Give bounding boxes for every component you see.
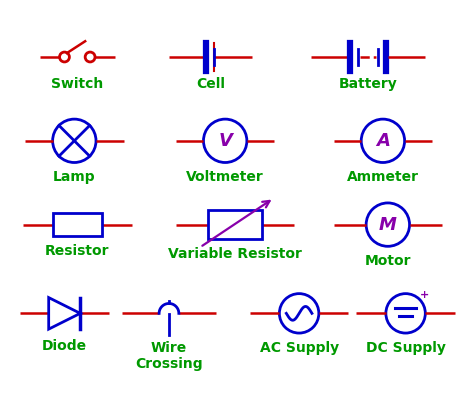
Text: M: M xyxy=(379,216,397,233)
Text: V: V xyxy=(218,132,232,150)
Text: DC Supply: DC Supply xyxy=(365,341,446,355)
Text: Motor: Motor xyxy=(365,254,411,268)
Text: +: + xyxy=(419,290,429,300)
Text: Lamp: Lamp xyxy=(53,170,96,184)
Text: Battery: Battery xyxy=(339,77,398,91)
Text: Switch: Switch xyxy=(51,77,103,91)
Polygon shape xyxy=(49,297,80,329)
Bar xyxy=(53,213,102,237)
Text: Variable Resistor: Variable Resistor xyxy=(168,247,302,261)
Text: AC Supply: AC Supply xyxy=(260,341,339,355)
Text: Resistor: Resistor xyxy=(45,245,109,258)
Text: Ammeter: Ammeter xyxy=(347,170,419,184)
Text: Diode: Diode xyxy=(42,339,87,353)
Bar xyxy=(208,210,262,239)
Text: Cell: Cell xyxy=(196,77,225,91)
Text: Voltmeter: Voltmeter xyxy=(186,170,264,184)
Text: Wire
Crossing: Wire Crossing xyxy=(135,341,203,371)
Text: A: A xyxy=(376,132,390,150)
